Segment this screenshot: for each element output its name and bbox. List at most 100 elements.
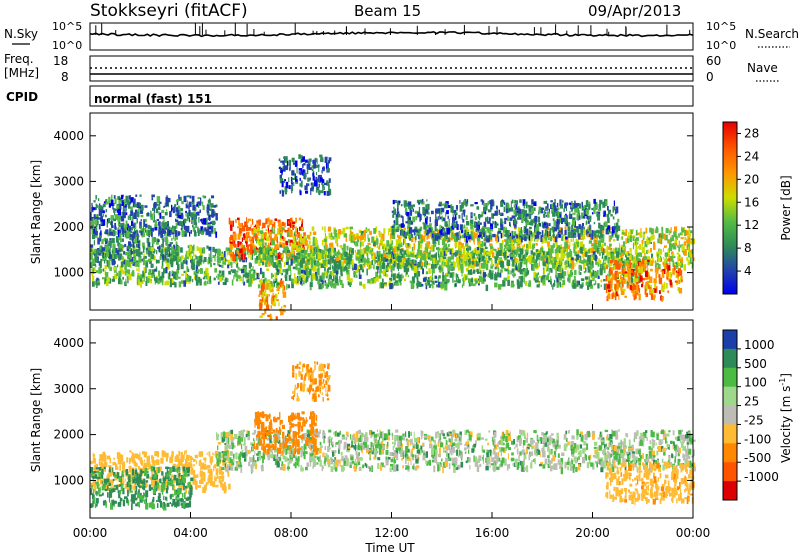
echo-cell <box>633 278 636 283</box>
echo-cell <box>177 221 180 226</box>
echo-cell <box>342 227 346 233</box>
echo-cell <box>692 257 695 261</box>
echo-cell <box>119 266 123 272</box>
echo-cell <box>125 269 130 273</box>
echo-cell <box>267 259 270 264</box>
echo-cell <box>490 272 494 280</box>
echo-cell <box>417 240 421 248</box>
echo-cell <box>586 214 588 219</box>
echo-cell <box>385 255 389 258</box>
echo-cell <box>176 246 180 253</box>
echo-cell <box>316 171 318 176</box>
echo-cell <box>201 218 204 223</box>
echo-cell <box>629 254 632 261</box>
echo-cell <box>279 238 282 241</box>
echo-cell <box>178 256 182 261</box>
echo-cell <box>440 264 444 272</box>
cpid-panel: CPID normal (fast) 151 <box>6 85 694 107</box>
echo-cell <box>487 260 490 264</box>
echo-cell <box>580 229 584 234</box>
echo-cell <box>498 249 502 256</box>
echo-cell <box>205 219 208 225</box>
echo-cell <box>303 282 305 285</box>
echo-cell <box>569 250 573 257</box>
echo-cell <box>325 236 328 240</box>
echo-cell <box>593 198 596 204</box>
echo-cell <box>150 215 154 220</box>
echo-cell <box>144 205 148 208</box>
echo-cell <box>152 246 154 251</box>
echo-cell <box>421 201 425 205</box>
echo-cell <box>464 237 466 242</box>
echo-cell <box>157 206 161 210</box>
echo-cell <box>516 220 518 224</box>
echo-cell <box>120 223 124 227</box>
echo-cell <box>423 222 427 230</box>
echo-cell <box>630 277 634 284</box>
echo-cell <box>430 256 432 261</box>
echo-cell <box>239 257 242 262</box>
echo-cell <box>594 271 598 278</box>
echo-cell <box>232 269 235 274</box>
echo-cell <box>509 237 511 244</box>
echo-cell <box>568 222 570 227</box>
echo-cell <box>500 201 504 207</box>
echo-cell <box>537 277 539 282</box>
echo-cell <box>347 259 351 265</box>
echo-cell <box>226 259 228 262</box>
echo-cell <box>351 279 353 283</box>
power-echo-field <box>90 154 696 321</box>
echo-cell <box>281 254 284 258</box>
echo-cell <box>553 227 557 232</box>
echo-cell <box>383 270 385 276</box>
echo-cell <box>315 186 318 193</box>
echo-cell <box>399 226 403 232</box>
echo-cell <box>523 218 526 221</box>
echo-cell <box>574 242 576 249</box>
echo-cell <box>466 263 469 266</box>
echo-cell <box>393 261 396 268</box>
echo-cell <box>518 213 522 218</box>
echo-cell <box>269 250 273 255</box>
echo-cell <box>558 230 561 233</box>
echo-cell <box>494 221 496 225</box>
echo-cell <box>374 252 376 259</box>
echo-cell <box>390 226 392 233</box>
echo-cell <box>208 246 212 251</box>
echo-cell <box>164 225 168 230</box>
echo-cell <box>415 235 417 240</box>
echo-cell <box>528 280 532 287</box>
echo-cell <box>392 261 394 264</box>
echo-cell <box>274 272 278 279</box>
echo-cell <box>485 257 488 264</box>
echo-cell <box>518 269 522 273</box>
echo-cell <box>149 250 153 257</box>
echo-cell <box>192 215 194 220</box>
echo-cell <box>559 204 563 209</box>
echo-cell <box>478 253 480 259</box>
echo-cell <box>566 248 568 252</box>
echo-cell <box>120 197 123 202</box>
echo-cell <box>172 254 175 262</box>
echo-cell <box>539 206 541 214</box>
echo-cell <box>371 236 374 243</box>
echo-cell <box>282 250 285 253</box>
echo-cell <box>200 230 202 234</box>
echo-cell <box>375 271 379 278</box>
echo-cell <box>111 194 113 202</box>
echo-cell <box>524 253 526 261</box>
echo-cell <box>266 268 269 271</box>
echo-cell <box>578 233 581 240</box>
echo-cell <box>411 234 413 239</box>
echo-cell <box>511 241 513 248</box>
echo-cell <box>197 226 199 233</box>
echo-cell <box>346 263 348 266</box>
echo-cell <box>462 218 465 223</box>
echo-cell <box>469 258 471 265</box>
echo-cell <box>105 245 109 251</box>
echo-cell <box>148 269 151 274</box>
echo-cell <box>367 237 370 242</box>
echo-cell <box>349 228 352 232</box>
echo-cell <box>323 238 327 242</box>
echo-cell <box>484 226 487 230</box>
